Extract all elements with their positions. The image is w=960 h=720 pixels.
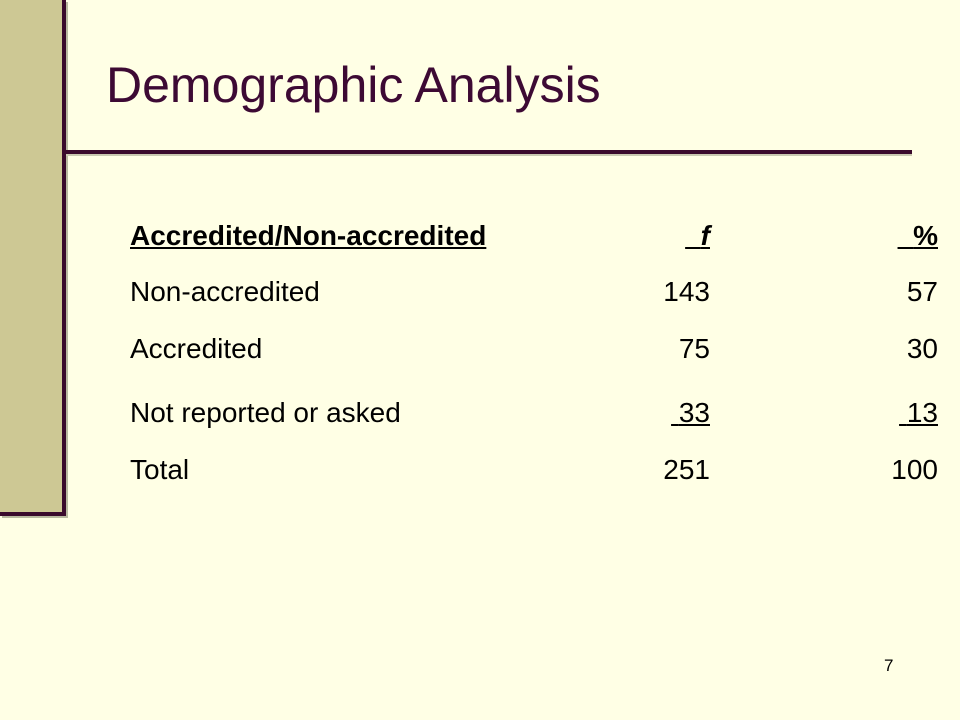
header-percent: % xyxy=(913,220,938,251)
table-row: Not reported or asked 33 13 xyxy=(130,397,938,437)
row-percent: 57 xyxy=(906,276,938,307)
page-number: 7 xyxy=(884,656,894,675)
page-title: Demographic Analysis xyxy=(106,57,601,113)
header-category: Accredited/Non-accredited xyxy=(130,220,487,251)
row-frequency: 75 xyxy=(678,333,710,364)
side-accent-panel xyxy=(0,0,66,516)
table-row: Non-accredited 143 57 xyxy=(130,276,938,316)
total-label: Total xyxy=(130,454,190,485)
row-percent: 13 xyxy=(906,397,938,428)
row-frequency: 33 xyxy=(678,397,710,428)
total-percent: 100 xyxy=(891,454,938,485)
row-label: Accredited xyxy=(130,333,263,364)
table-row: Accredited 75 30 xyxy=(130,333,938,373)
table-header-row: Accredited/Non-accredited f % xyxy=(130,220,938,260)
total-frequency: 251 xyxy=(663,454,710,485)
header-frequency: f xyxy=(700,220,710,251)
row-frequency: 143 xyxy=(663,276,710,307)
title-divider xyxy=(66,150,912,154)
row-label: Not reported or asked xyxy=(130,397,401,428)
table-total-row: Total 251 100 xyxy=(130,454,938,494)
row-percent: 30 xyxy=(906,333,938,364)
row-label: Non-accredited xyxy=(130,276,320,307)
